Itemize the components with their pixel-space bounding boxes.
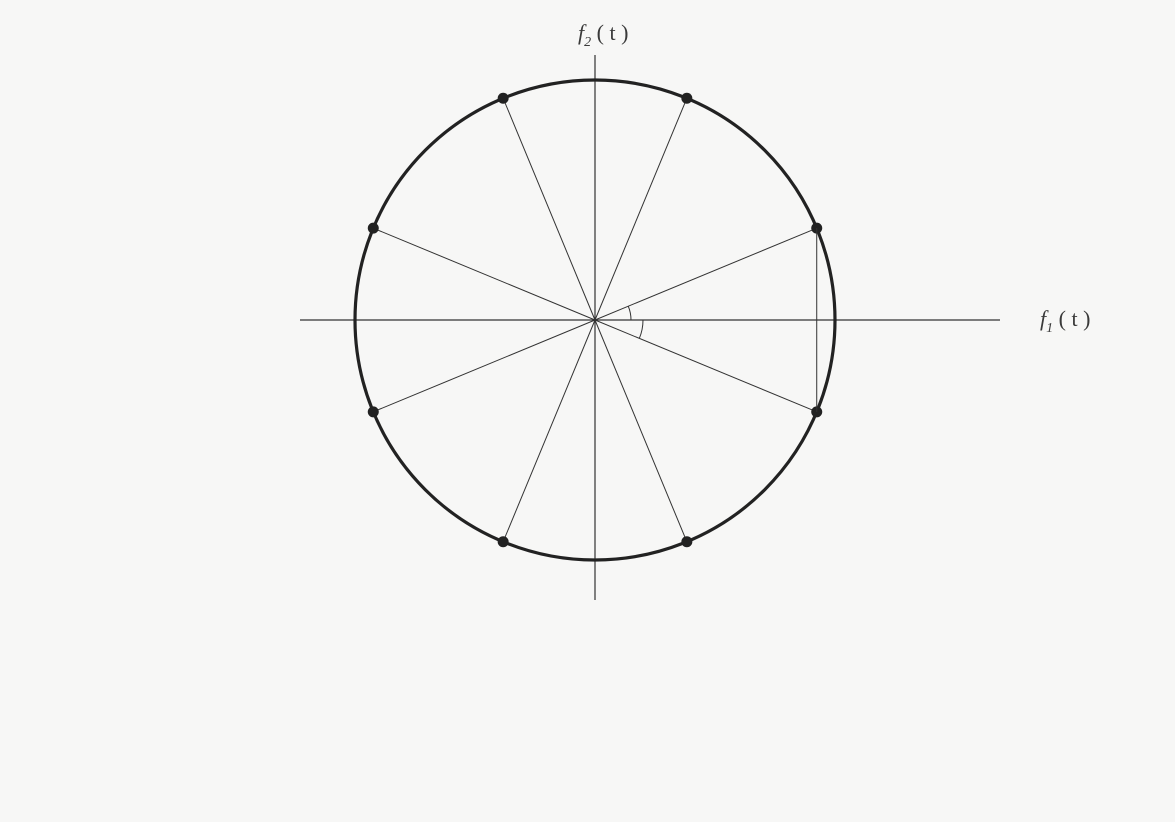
radial-line	[503, 320, 595, 542]
angle-arc-lower	[639, 320, 643, 338]
radial-line	[373, 320, 595, 412]
main-h-axis-label: f1 ( t )	[1040, 306, 1090, 336]
constellation-point	[681, 93, 692, 104]
radial-line	[373, 228, 595, 320]
angle-arc-upper	[628, 306, 631, 320]
constellation-point	[498, 93, 509, 104]
constellation-point	[368, 223, 379, 234]
constellation-point	[681, 536, 692, 547]
radial-line	[595, 98, 687, 320]
psk-constellation-diagram: f1 ( t ) f2 ( t )	[0, 0, 1175, 817]
constellation-point	[368, 406, 379, 417]
radial-line	[595, 320, 817, 412]
radial-line	[595, 320, 687, 542]
constellation-point	[498, 536, 509, 547]
main-v-axis-label: f2 ( t )	[578, 20, 628, 50]
radial-line	[503, 98, 595, 320]
